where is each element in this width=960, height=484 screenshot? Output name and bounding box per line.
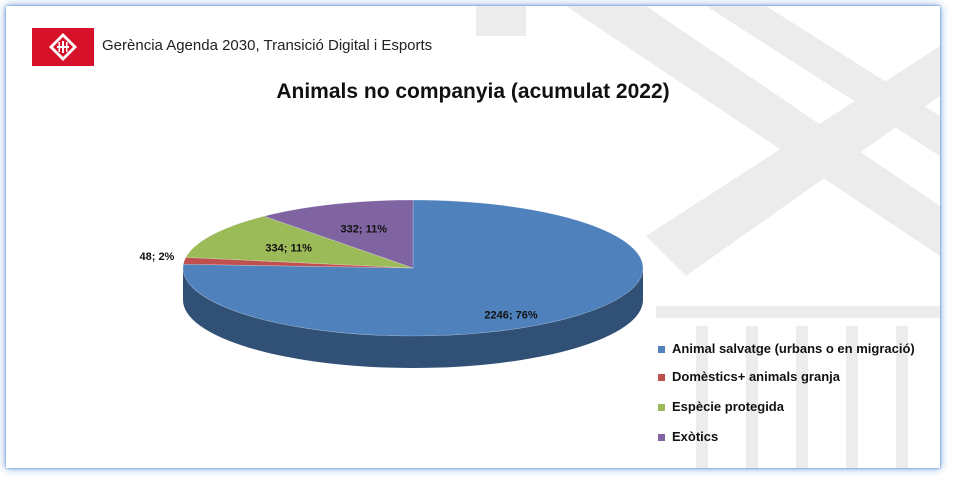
- legend-swatch-1: [658, 374, 665, 381]
- chart-title: Animals no companyia (acumulat 2022): [276, 80, 670, 103]
- pie-chart: 2246; 76% 48; 2% 334; 11% 332; 11%: [139, 199, 644, 368]
- pie-slice-3: [262, 199, 414, 269]
- barcelona-city-logo-icon: [32, 28, 94, 66]
- legend-swatch-3: [658, 434, 665, 441]
- pie-data-label-2: 334; 11%: [265, 242, 312, 254]
- pie-data-label-3: 332; 11%: [341, 223, 388, 235]
- legend-label-1: Domèstics+ animals granja: [672, 369, 840, 384]
- legend-swatch-2: [658, 404, 665, 411]
- legend-item-0: Animal salvatge (urbans o en migració): [658, 341, 928, 357]
- legend-swatch-0: [658, 346, 665, 353]
- pie-slice-0: [182, 199, 644, 337]
- pie-data-label-1: 48; 2%: [139, 251, 174, 263]
- legend-item-2: Espècie protegida: [658, 399, 928, 415]
- pie-slice-2: [185, 215, 414, 269]
- watermark-stripes: [476, 6, 940, 468]
- legend-label-3: Exòtics: [672, 429, 719, 444]
- pie-data-label-0: 2246; 76%: [484, 310, 537, 322]
- pie-slice-side-0: [183, 268, 643, 368]
- header-org-text: Gerència Agenda 2030, Transició Digital …: [102, 37, 433, 54]
- legend-label-0: Animal salvatge (urbans o en migració): [672, 341, 915, 356]
- legend-item-3: Exòtics: [658, 429, 928, 445]
- slide: Gerència Agenda 2030, Transició Digital …: [6, 6, 940, 468]
- legend-item-1: Domèstics+ animals granja: [658, 369, 928, 385]
- chart-legend: Animal salvatge (urbans o en migració) Do…: [658, 341, 928, 445]
- legend-label-2: Espècie protegida: [672, 399, 784, 414]
- pie-slice-1: [182, 257, 414, 269]
